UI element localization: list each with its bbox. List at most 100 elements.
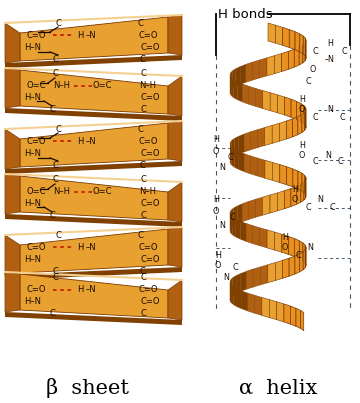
Text: C: C xyxy=(312,158,318,166)
Polygon shape xyxy=(234,80,238,100)
Polygon shape xyxy=(230,280,231,300)
Polygon shape xyxy=(239,134,244,154)
Polygon shape xyxy=(284,189,291,209)
Text: C: C xyxy=(295,251,301,260)
Polygon shape xyxy=(298,114,302,135)
Text: C: C xyxy=(52,160,58,170)
Text: O: O xyxy=(213,147,219,156)
Text: H–N: H–N xyxy=(24,199,41,208)
Text: H–N: H–N xyxy=(24,297,41,307)
Polygon shape xyxy=(252,226,260,246)
Text: H: H xyxy=(299,96,305,104)
Polygon shape xyxy=(233,287,237,307)
Text: O: O xyxy=(213,208,219,216)
Polygon shape xyxy=(278,191,284,211)
Polygon shape xyxy=(275,260,283,280)
Polygon shape xyxy=(5,174,20,214)
Text: C=O: C=O xyxy=(26,31,46,39)
Text: C: C xyxy=(305,204,311,212)
Polygon shape xyxy=(274,54,282,74)
Polygon shape xyxy=(278,95,285,115)
Polygon shape xyxy=(305,40,306,60)
Text: N: N xyxy=(317,195,323,204)
Text: C: C xyxy=(329,204,335,212)
Text: C: C xyxy=(49,106,55,114)
Polygon shape xyxy=(285,97,291,117)
Text: C: C xyxy=(337,158,343,166)
Polygon shape xyxy=(5,68,20,108)
Polygon shape xyxy=(248,293,255,313)
Text: C: C xyxy=(52,266,58,276)
Polygon shape xyxy=(303,43,305,63)
Text: C=O: C=O xyxy=(140,199,160,208)
Polygon shape xyxy=(291,186,296,206)
Text: C: C xyxy=(139,266,145,276)
Polygon shape xyxy=(287,167,293,187)
Polygon shape xyxy=(295,32,300,52)
Polygon shape xyxy=(243,84,249,104)
Text: C: C xyxy=(339,114,345,123)
Text: C: C xyxy=(55,125,61,133)
Text: H: H xyxy=(213,195,219,204)
Text: H–N: H–N xyxy=(24,255,41,264)
Polygon shape xyxy=(301,310,304,330)
Polygon shape xyxy=(168,76,182,116)
Polygon shape xyxy=(303,243,305,263)
Polygon shape xyxy=(253,267,260,287)
Polygon shape xyxy=(265,125,272,145)
Text: C=O: C=O xyxy=(138,243,158,251)
Polygon shape xyxy=(168,121,182,161)
Polygon shape xyxy=(233,217,236,237)
Text: C=O: C=O xyxy=(140,255,160,264)
Polygon shape xyxy=(300,251,303,272)
Text: H: H xyxy=(77,137,83,145)
Polygon shape xyxy=(284,304,291,324)
Text: N: N xyxy=(219,164,225,172)
Text: H: H xyxy=(213,135,219,145)
Text: C: C xyxy=(49,212,55,220)
Text: H: H xyxy=(77,31,83,39)
Polygon shape xyxy=(238,82,243,102)
Polygon shape xyxy=(272,123,280,143)
Text: C=O: C=O xyxy=(26,243,46,251)
Text: O: O xyxy=(282,243,288,253)
Polygon shape xyxy=(257,158,265,178)
Text: C: C xyxy=(137,19,143,27)
Polygon shape xyxy=(246,223,252,243)
Polygon shape xyxy=(288,49,294,69)
Polygon shape xyxy=(291,99,297,119)
Text: N–H: N–H xyxy=(140,81,157,91)
Polygon shape xyxy=(273,162,280,183)
Text: C=O: C=O xyxy=(138,137,158,145)
Polygon shape xyxy=(262,297,269,318)
Text: –N: –N xyxy=(86,31,96,39)
Polygon shape xyxy=(242,291,248,311)
Polygon shape xyxy=(232,69,236,89)
Polygon shape xyxy=(294,47,299,67)
Polygon shape xyxy=(230,210,231,231)
Text: –N: –N xyxy=(86,137,96,145)
Polygon shape xyxy=(260,58,267,78)
Text: C=O: C=O xyxy=(140,42,160,52)
Polygon shape xyxy=(5,214,182,227)
Polygon shape xyxy=(255,197,262,217)
Text: C: C xyxy=(52,274,58,283)
Polygon shape xyxy=(240,221,246,241)
Text: β  sheet: β sheet xyxy=(46,378,130,398)
Polygon shape xyxy=(233,276,236,296)
Polygon shape xyxy=(244,132,250,152)
Polygon shape xyxy=(304,180,306,200)
Polygon shape xyxy=(294,239,299,259)
Text: C: C xyxy=(49,310,55,318)
Polygon shape xyxy=(270,93,278,113)
Polygon shape xyxy=(235,149,239,170)
Text: –N: –N xyxy=(86,243,96,251)
Polygon shape xyxy=(300,34,303,54)
Polygon shape xyxy=(234,206,237,226)
Polygon shape xyxy=(240,64,246,85)
Polygon shape xyxy=(244,154,251,174)
Text: C: C xyxy=(55,231,61,239)
Polygon shape xyxy=(230,215,233,235)
Polygon shape xyxy=(250,130,257,150)
Text: O: O xyxy=(299,150,305,160)
